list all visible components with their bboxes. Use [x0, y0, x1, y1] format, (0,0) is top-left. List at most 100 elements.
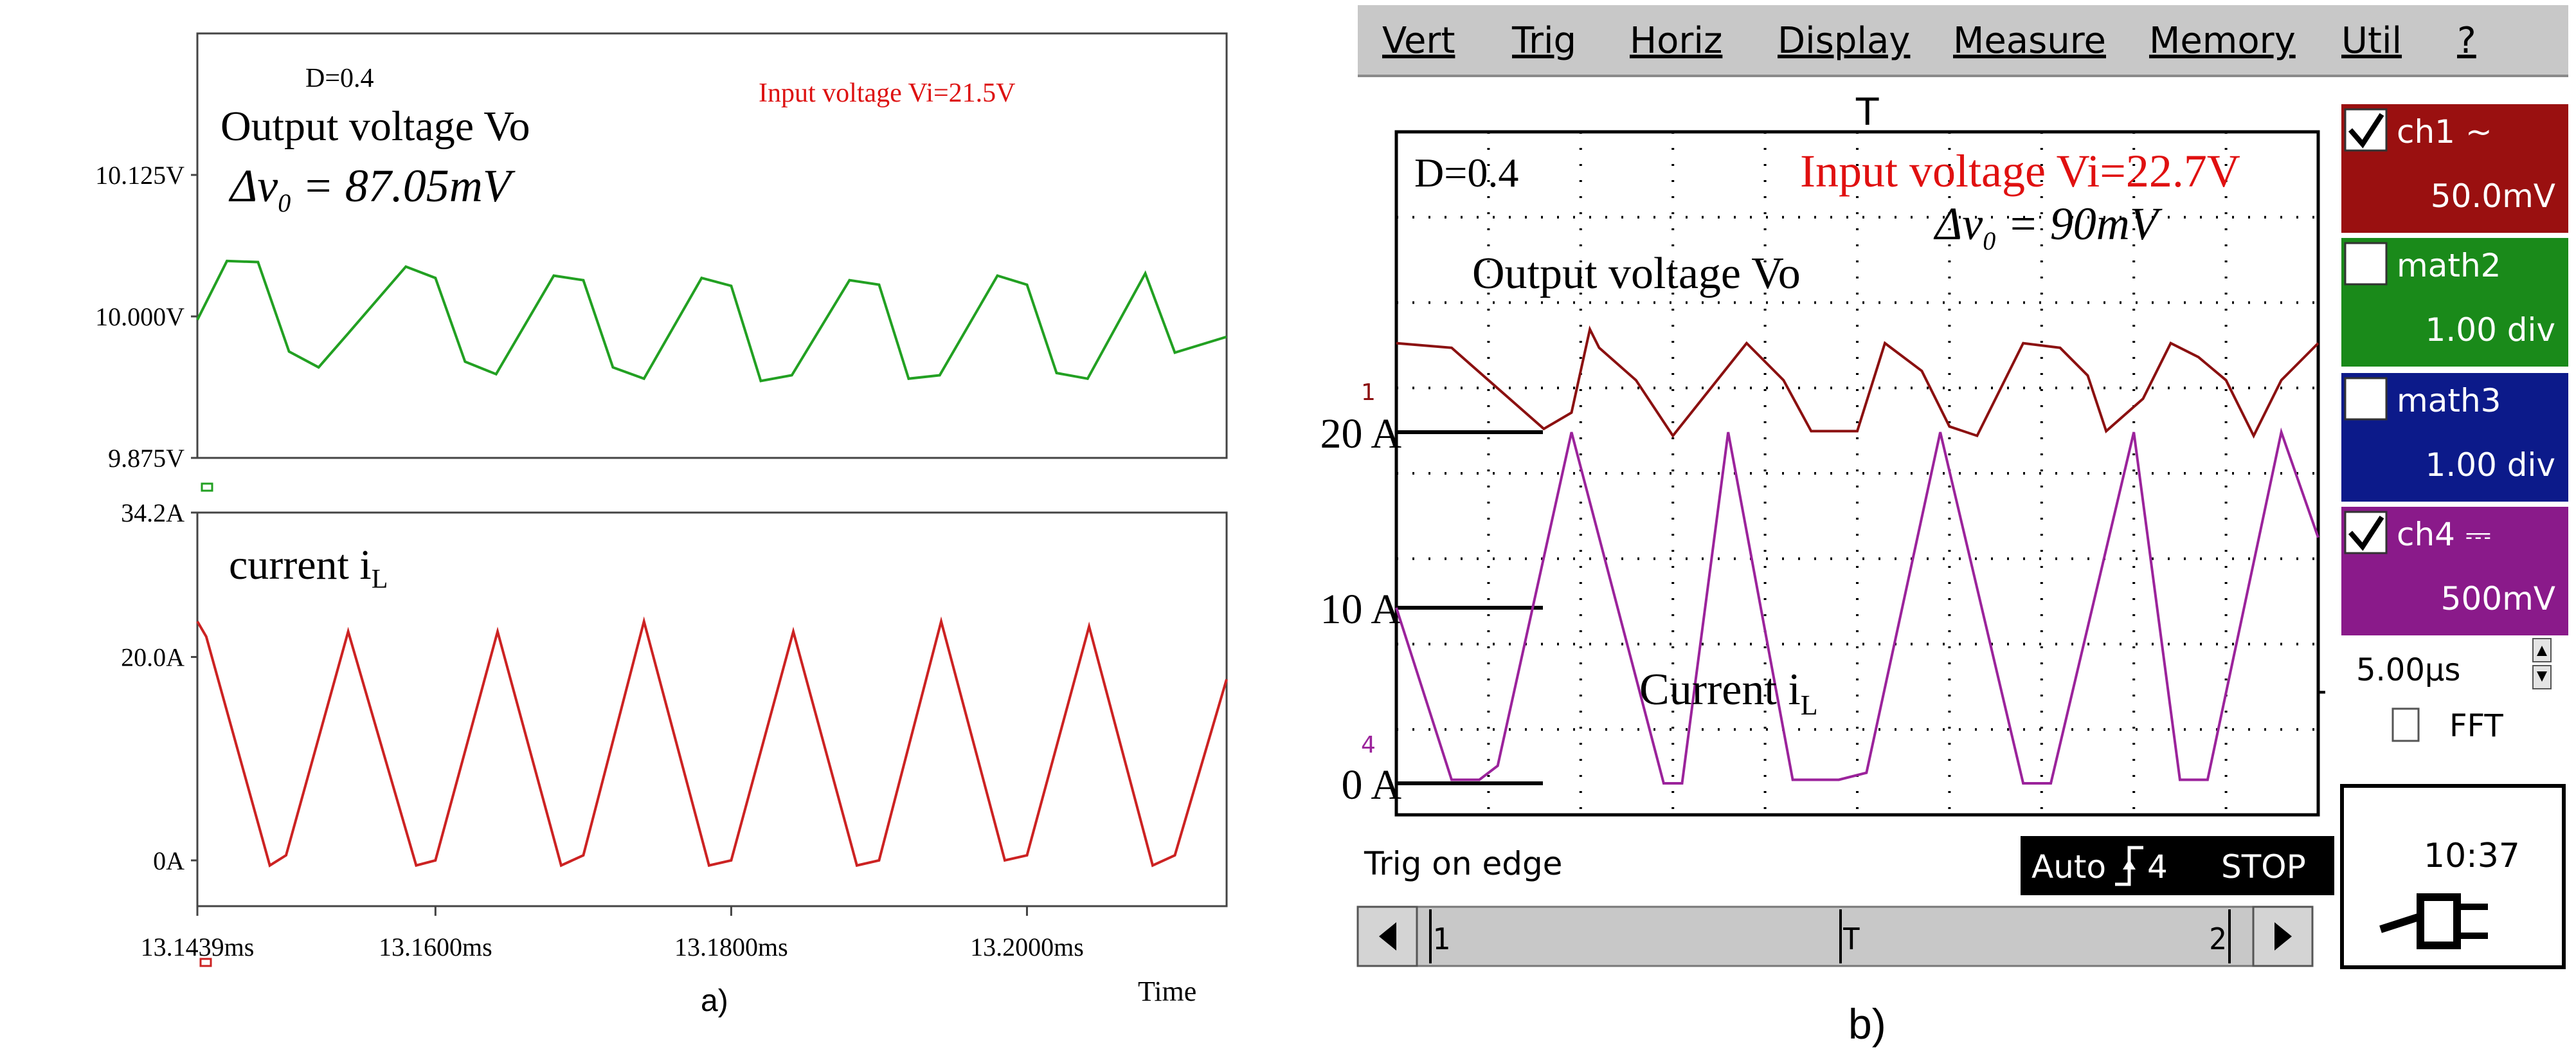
menu-item[interactable]: Memory — [2149, 20, 2296, 62]
duty-annotation: D=0.4 — [305, 64, 374, 93]
panel-a: 10.125V 10.000V 9.875V 34.2A 20.0A 0A 13.143… — [95, 32, 1228, 1018]
right-arrow-icon — [2274, 922, 2292, 951]
channel-name: math3 — [2397, 382, 2501, 419]
edge-arrow-icon — [2123, 859, 2136, 869]
scope-ripple-symbol: Δv — [1933, 198, 1983, 250]
scope-duty-annotation: D=0.4 — [1414, 150, 1518, 196]
voltage-y-tick-label: 10.125V — [95, 161, 185, 190]
timebase-spinner[interactable] — [2532, 638, 2552, 689]
scrollbar-track — [1356, 906, 2314, 967]
scope-current-trace — [1395, 427, 2319, 785]
current-plot-frame — [196, 511, 1228, 907]
channel-name: ch1 ~ — [2397, 113, 2492, 150]
current-level-label: 20 A — [1320, 410, 1401, 457]
channel-button[interactable]: ch1 ~ 50.0mV — [2341, 104, 2568, 233]
scope-voltage-trace — [1396, 325, 2319, 439]
menu-item[interactable]: Horiz — [1630, 20, 1722, 62]
channel1-marker: 1 — [1361, 379, 1376, 406]
x-tick-label: 13.1600ms — [379, 933, 492, 961]
acquisition-status[interactable]: Auto 4 STOP — [2021, 836, 2334, 895]
channel-checkbox[interactable] — [2344, 377, 2388, 421]
scope-vo-label: Output voltage Vo — [1472, 249, 1801, 298]
menu-item[interactable]: ? — [2457, 20, 2476, 62]
trigger-source-text: 4 — [2147, 848, 2168, 886]
menu-item[interactable]: Trig — [1511, 20, 1576, 62]
panel-b: Vert Trig Horiz Display Measure Memory Util? T… — [1320, 5, 2568, 1048]
voltage-y-tick-label: 9.875V — [108, 444, 185, 473]
current-y-tick-label: 20.0A — [121, 643, 185, 672]
panel-a-caption: a) — [701, 984, 728, 1018]
run-state-text: STOP — [2221, 848, 2306, 886]
spin-down-icon — [2537, 671, 2547, 682]
current-level-label: 10 A — [1320, 586, 1401, 633]
menu-item[interactable]: Vert — [1382, 20, 1455, 62]
channel-button[interactable]: math2 1.00 div — [2341, 238, 2568, 367]
ripple-subscript: 0 — [278, 188, 291, 217]
checkmark-icon — [2348, 113, 2384, 149]
channel-scale: 1.00 div — [2426, 446, 2555, 484]
voltage-cursor-marker — [201, 482, 213, 492]
acquisition-status-box — [2021, 836, 2334, 895]
output-voltage-trace — [196, 259, 1227, 383]
menu-item[interactable]: Display — [1778, 20, 1910, 62]
channel-scale: 50.0mV — [2431, 178, 2555, 215]
scope-il-label-text: Current i — [1639, 665, 1801, 715]
ripple-value: = 87.05mV — [291, 160, 516, 212]
scroll-marker-2: 2 — [2209, 922, 2227, 956]
trigger-marker-top: T — [1855, 90, 1879, 134]
fft-label: FFT — [2449, 708, 2503, 744]
current-level-label: 0 A — [1341, 761, 1401, 808]
spin-down-button[interactable] — [2532, 665, 2552, 689]
x-tick-label: 13.1800ms — [674, 933, 788, 961]
x-axis-title: Time — [1138, 976, 1196, 1007]
channel-scale: 1.00 div — [2426, 311, 2555, 349]
channel-name: ch4 ⎓ — [2397, 516, 2491, 553]
channel4-marker: 4 — [1361, 732, 1376, 758]
scope-il-label: Current iL — [1639, 665, 1818, 721]
scope-ripple-subscript: 0 — [1983, 226, 1995, 255]
timebase-readout: 5.00µs — [2356, 652, 2460, 688]
scope-input-voltage-annotation: Input voltage Vi=22.7V — [1800, 145, 2240, 197]
spin-up-button[interactable] — [2532, 638, 2552, 662]
inductor-current-trace — [196, 616, 1228, 868]
scope-menu-bar — [1358, 5, 2568, 76]
channel-checkbox[interactable] — [2344, 242, 2388, 286]
trigger-mode-text: Auto — [2031, 848, 2106, 886]
panel-b-caption: b) — [1848, 1000, 1886, 1048]
spin-up-icon — [2537, 646, 2547, 656]
input-voltage-annotation: Input voltage Vi=21.5V — [759, 78, 1016, 108]
x-tick-label: 13.1439ms — [141, 933, 255, 961]
trigger-status-text: Trig on edge — [1364, 845, 1562, 882]
current-y-tick-label: 34.2A — [121, 498, 185, 527]
current-label-text: current i — [229, 542, 372, 588]
checkmark-icon — [2348, 515, 2384, 551]
scope-ripple-annotation: Δv0 = 90mV — [1933, 198, 2163, 255]
scroll-marker-t: T — [1842, 922, 1860, 956]
scroll-marker-1: 1 — [1432, 922, 1450, 956]
channel-scale: 500mV — [2441, 580, 2555, 617]
fft-checkbox[interactable] — [2391, 707, 2420, 742]
output-voltage-label: Output voltage Vo — [221, 103, 530, 150]
channel-button[interactable]: math3 1.00 div — [2341, 373, 2568, 502]
menu-item[interactable]: Measure — [1953, 20, 2106, 62]
ripple-symbol: Δv — [228, 160, 278, 212]
scope-ripple-value: = 90mV — [1995, 198, 2163, 250]
left-arrow-icon — [1379, 922, 1396, 951]
voltage-y-tick-label: 10.000V — [95, 302, 185, 331]
current-label-subscript: L — [372, 565, 388, 594]
menu-item[interactable]: Util — [2341, 20, 2402, 62]
horizontal-scrollbar[interactable]: 1 T 2 — [1356, 906, 2314, 967]
scope-il-label-subscript: L — [1801, 689, 1818, 721]
voltage-plot-frame — [196, 32, 1228, 459]
x-tick-label: 13.2000ms — [970, 933, 1084, 961]
channel-name: math2 — [2397, 247, 2501, 284]
clock-power-box[interactable]: 10:37 — [2340, 784, 2566, 969]
ripple-annotation: Δv0 = 87.05mV — [228, 160, 516, 217]
clock-readout: 10:37 — [2424, 837, 2520, 875]
power-plug-icon — [2379, 893, 2488, 949]
current-label: current iL — [229, 542, 388, 594]
current-y-tick-label: 0A — [153, 846, 185, 875]
current-cursor-marker — [199, 958, 212, 967]
channel-button[interactable]: ch4 ⎓ 500mV — [2341, 507, 2568, 635]
